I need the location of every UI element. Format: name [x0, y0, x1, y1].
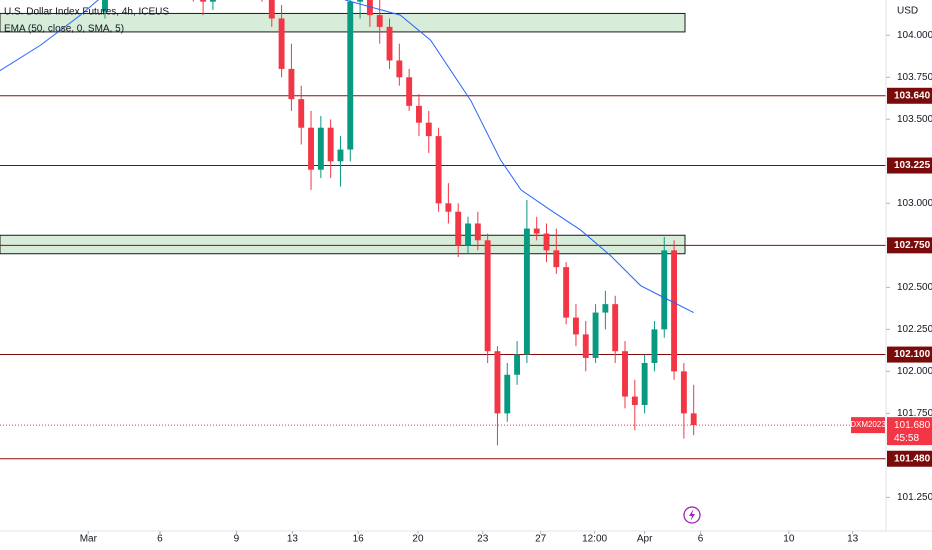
candle-body — [435, 136, 442, 204]
candle-body — [553, 250, 560, 268]
level-label: 101.480 — [894, 453, 931, 464]
candle-body — [612, 304, 619, 352]
candle-body — [651, 329, 658, 363]
y-tick-label: 101.750 — [897, 408, 932, 419]
candle-body — [366, 0, 373, 16]
candle-body — [347, 1, 354, 150]
x-tick-label: 20 — [412, 534, 424, 545]
candle-body — [278, 18, 285, 69]
y-tick-label: 101.250 — [897, 492, 932, 503]
axis-unit: USD — [897, 6, 918, 17]
y-tick-label: 102.000 — [897, 366, 932, 377]
candle-body — [288, 68, 295, 100]
candle-body — [514, 354, 521, 375]
zone — [0, 12, 686, 33]
level-label-box — [887, 450, 932, 467]
y-tick-label: 104.000 — [897, 30, 932, 41]
candle-body — [327, 127, 334, 162]
candle-body — [680, 371, 687, 414]
candle-body — [641, 362, 648, 405]
candle-body — [445, 203, 452, 212]
candle-body — [298, 99, 305, 128]
candle-body — [582, 334, 589, 358]
candle-body — [102, 0, 108, 12]
x-tick-label: 10 — [783, 534, 795, 545]
icon-circle — [683, 506, 701, 524]
y-tick-label: 103.000 — [897, 198, 932, 209]
symbol-box — [851, 417, 885, 434]
candle-body — [416, 105, 422, 123]
x-tick-label: 23 — [477, 534, 489, 545]
candle-body — [523, 228, 530, 355]
candle-body — [337, 149, 344, 162]
indicator-legend: EMA (50, close, 0, SMA, 5) — [4, 24, 124, 35]
candle-body — [543, 233, 550, 251]
last-price-label: 101.680 — [894, 420, 931, 431]
x-tick-label: Mar — [80, 534, 98, 545]
candle-body — [425, 122, 432, 137]
candle-body — [308, 127, 314, 170]
level-label: 102.100 — [894, 349, 931, 360]
x-tick-label: 13 — [287, 534, 299, 545]
candle-body — [455, 211, 462, 246]
candle-body — [690, 413, 697, 426]
candle-body — [602, 304, 609, 313]
candle-body — [386, 26, 393, 61]
x-tick-label: Apr — [637, 534, 653, 545]
candle-body — [631, 396, 638, 405]
candle-body — [209, 0, 216, 2]
x-tick-label: 27 — [535, 534, 547, 545]
x-tick-label: 6 — [157, 534, 163, 545]
candle-body — [357, 0, 364, 2]
candle-body — [494, 351, 501, 414]
candle-body — [200, 0, 207, 2]
level-label: 103.225 — [894, 160, 931, 171]
symbol-label: DXM2023 — [850, 420, 886, 429]
x-tick-label: 9 — [234, 534, 240, 545]
candle-body — [317, 127, 324, 170]
alert-icon[interactable] — [683, 506, 701, 524]
candle-body — [268, 0, 275, 19]
y-tick-label: 102.250 — [897, 324, 932, 335]
candle-body — [465, 223, 471, 246]
candle-body — [504, 374, 511, 414]
icon-bolt — [689, 509, 695, 521]
candle-body — [376, 15, 383, 27]
level-label-box — [887, 346, 932, 363]
ema-line — [0, 0, 694, 313]
level-label: 103.640 — [894, 90, 931, 101]
candle-body — [573, 317, 579, 335]
plot-area — [0, 0, 886, 460]
candle-body — [671, 250, 678, 372]
level-label-box — [887, 237, 932, 254]
candle-body — [484, 240, 491, 352]
chart-title: U.S. Dollar Index Futures, 4h, ICEUS — [4, 7, 169, 18]
x-tick-label: 12:00 — [582, 534, 607, 545]
y-tick-label: 102.500 — [897, 282, 932, 293]
candle-body — [622, 351, 628, 397]
candle-body — [563, 267, 570, 318]
candle-body — [592, 312, 599, 358]
last-price-box — [887, 417, 932, 446]
candle-body — [661, 250, 668, 330]
zone — [0, 234, 686, 255]
y-tick-label: 103.750 — [897, 72, 932, 83]
x-tick-label: 16 — [353, 534, 365, 545]
candle-body — [396, 60, 403, 78]
x-tick-label: 13 — [847, 534, 859, 545]
candle-body — [533, 228, 540, 234]
level-label-box — [887, 157, 932, 174]
y-tick-label: 103.500 — [897, 114, 932, 125]
candle-body — [406, 77, 413, 106]
candle-body — [474, 223, 481, 241]
level-label: 102.750 — [894, 240, 931, 251]
x-tick-label: 6 — [698, 534, 704, 545]
level-label-box — [887, 87, 932, 104]
countdown-label: 45:58 — [894, 433, 919, 444]
